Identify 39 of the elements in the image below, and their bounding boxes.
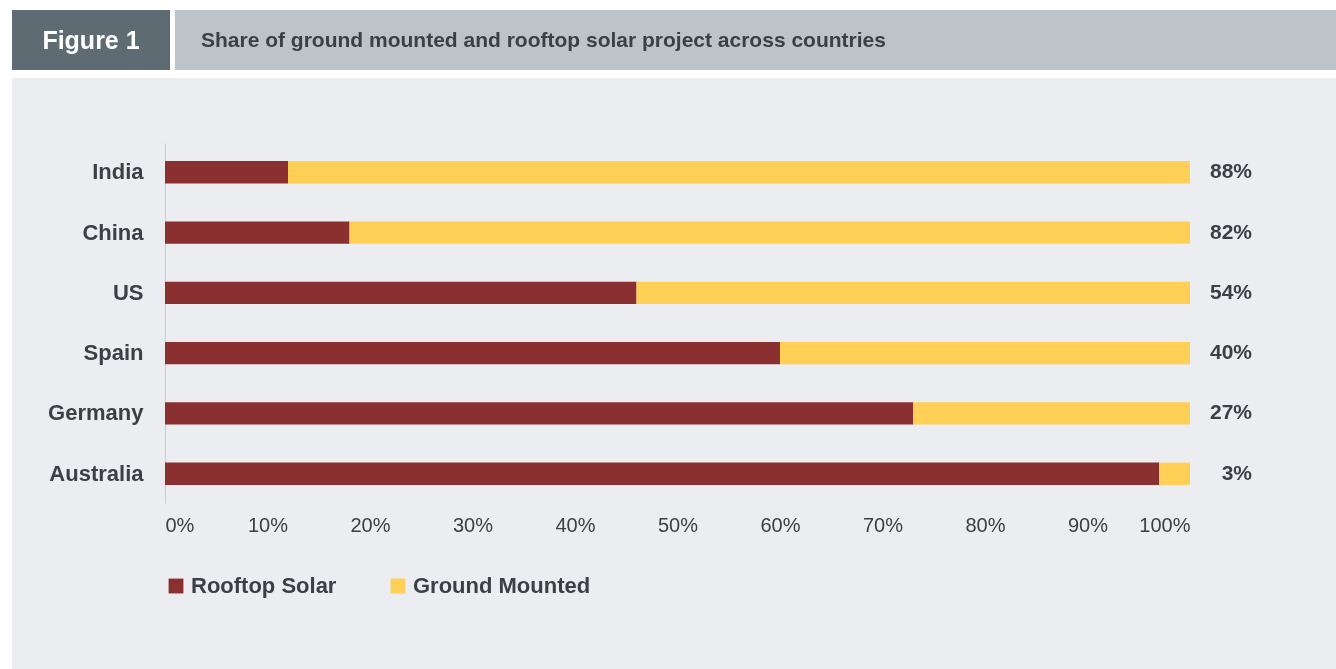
- bar: [636, 281, 1190, 305]
- bar: [165, 161, 288, 184]
- bar: [288, 161, 1190, 184]
- x-tick-label: 60%: [760, 513, 801, 536]
- bar: [1159, 462, 1190, 485]
- x-tick-label: 90%: [1067, 513, 1109, 536]
- x-tick-label: 80%: [965, 513, 1006, 536]
- chart-title: Share of ground mounted and rooftop solar project across countries: [175, 10, 1336, 70]
- x-tick-label: 20%: [350, 513, 391, 536]
- y-tick-label: Australia: [49, 460, 145, 486]
- data-label: 54%: [1209, 279, 1253, 303]
- x-tick-label: 70%: [862, 513, 904, 536]
- x-tick-label: 0%: [165, 513, 195, 536]
- legend-label: Rooftop Solar: [191, 573, 337, 598]
- legend-label: Ground Mounted: [413, 573, 591, 598]
- bar: [165, 402, 914, 425]
- data-label: 27%: [1209, 400, 1253, 424]
- data-label: 40%: [1209, 340, 1253, 364]
- y-tick-label: Germany: [48, 400, 145, 426]
- y-tick-label: India: [92, 159, 145, 185]
- bar: [913, 402, 1190, 425]
- data-label: 3%: [1221, 460, 1253, 484]
- bar: [780, 341, 1190, 365]
- x-tick-label: 30%: [452, 513, 494, 536]
- y-tick-label: US: [112, 279, 144, 305]
- y-tick-label: China: [82, 219, 145, 245]
- bar: [165, 281, 637, 305]
- x-tick-label: 10%: [247, 513, 289, 536]
- data-label: 88%: [1209, 159, 1253, 183]
- bar: [165, 462, 1160, 485]
- bar: [165, 221, 350, 244]
- bar: [349, 221, 1190, 244]
- bar: [165, 341, 780, 365]
- x-tick-label: 50%: [657, 513, 699, 536]
- x-tick-label: 100%: [1139, 513, 1191, 536]
- y-tick-label: Spain: [83, 340, 144, 366]
- caption: Figure 1: [12, 10, 170, 70]
- data-label: 82%: [1209, 219, 1253, 243]
- x-tick-label: 40%: [555, 513, 596, 536]
